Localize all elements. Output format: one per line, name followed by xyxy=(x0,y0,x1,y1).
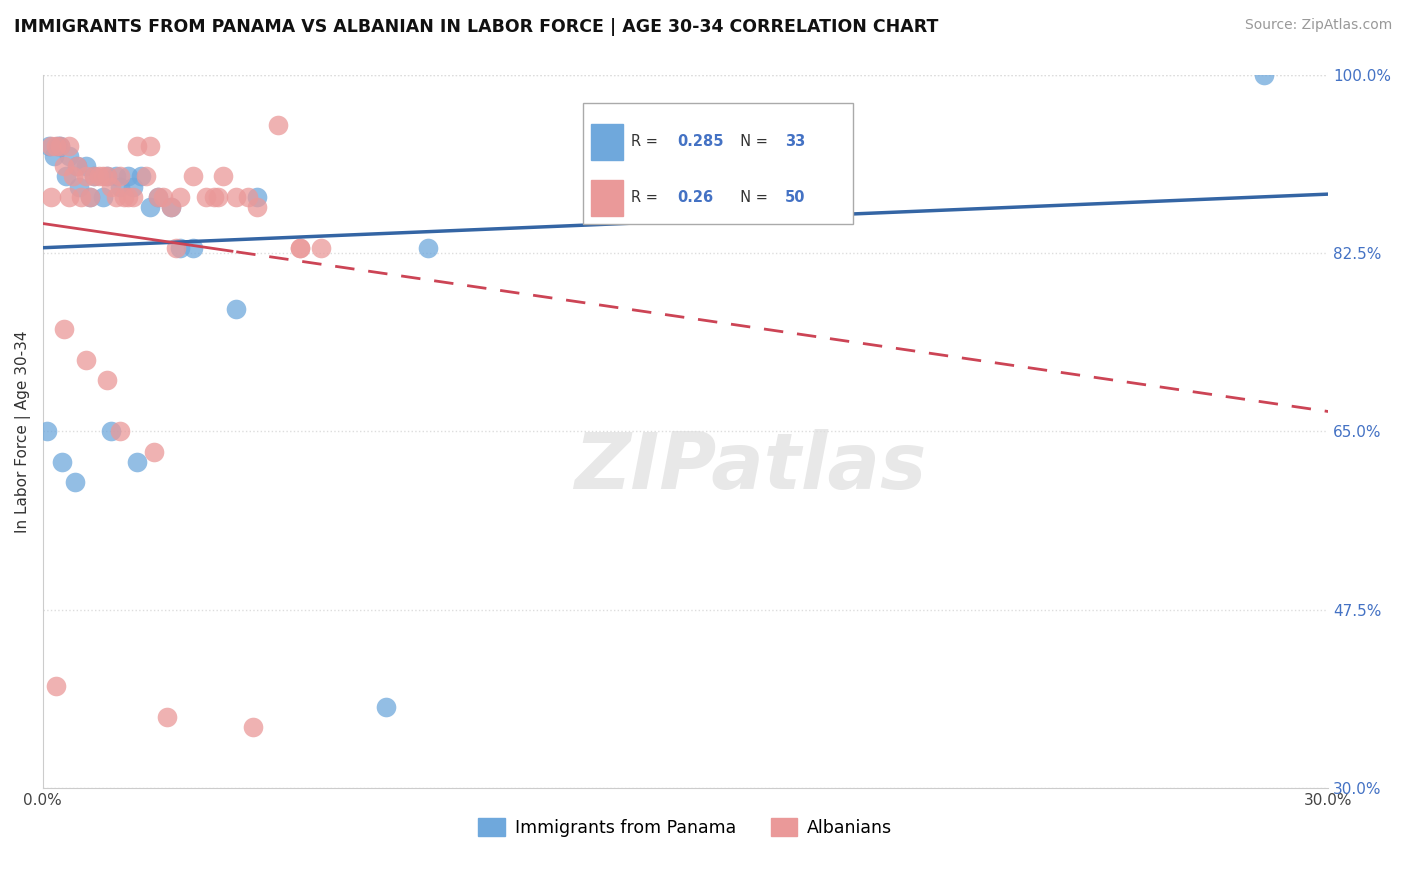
Point xyxy=(246,200,269,214)
Point xyxy=(38,139,60,153)
Point xyxy=(58,139,80,153)
Point xyxy=(70,190,93,204)
Point xyxy=(288,241,311,255)
Point xyxy=(156,710,179,724)
Point xyxy=(96,373,118,387)
Point xyxy=(108,169,131,184)
Y-axis label: In Labor Force | Age 30-34: In Labor Force | Age 30-34 xyxy=(15,330,31,533)
Point xyxy=(41,139,63,153)
Point xyxy=(117,169,139,184)
Point xyxy=(58,149,80,163)
Point xyxy=(51,455,73,469)
Point xyxy=(67,179,90,194)
Point xyxy=(194,190,217,204)
Point xyxy=(91,169,114,184)
Point xyxy=(83,169,105,184)
Point xyxy=(160,200,183,214)
Point xyxy=(139,139,162,153)
Text: Source: ZipAtlas.com: Source: ZipAtlas.com xyxy=(1244,18,1392,32)
Point xyxy=(79,190,101,204)
Point xyxy=(100,425,122,439)
Point xyxy=(374,699,396,714)
Point xyxy=(160,200,183,214)
Point xyxy=(46,139,69,153)
Point xyxy=(41,190,63,204)
Point xyxy=(311,241,333,255)
Point xyxy=(418,241,440,255)
Point xyxy=(53,322,76,336)
Point xyxy=(75,169,97,184)
Point xyxy=(131,169,153,184)
Point xyxy=(66,159,89,173)
Point xyxy=(148,190,170,204)
Point xyxy=(58,190,80,204)
Point xyxy=(100,179,122,194)
Point xyxy=(152,190,174,204)
Point xyxy=(202,190,225,204)
Point xyxy=(143,444,166,458)
Point xyxy=(125,139,148,153)
Point xyxy=(112,190,135,204)
Point xyxy=(108,425,131,439)
Point xyxy=(79,190,101,204)
Point xyxy=(117,190,139,204)
Point xyxy=(1253,68,1275,82)
Point xyxy=(181,169,204,184)
Point xyxy=(104,169,127,184)
Point xyxy=(55,169,77,184)
Point xyxy=(96,169,118,184)
Legend: Immigrants from Panama, Albanians: Immigrants from Panama, Albanians xyxy=(471,811,900,844)
Point xyxy=(288,241,311,255)
Point xyxy=(238,190,260,204)
Point xyxy=(35,425,58,439)
Point xyxy=(169,190,191,204)
Point xyxy=(139,200,162,214)
Point xyxy=(267,119,290,133)
Point xyxy=(104,190,127,204)
Point xyxy=(75,159,97,173)
Point xyxy=(246,190,269,204)
Point xyxy=(125,455,148,469)
Text: IMMIGRANTS FROM PANAMA VS ALBANIAN IN LABOR FORCE | AGE 30-34 CORRELATION CHART: IMMIGRANTS FROM PANAMA VS ALBANIAN IN LA… xyxy=(14,18,938,36)
Point xyxy=(63,475,86,490)
Point xyxy=(211,169,233,184)
Point xyxy=(45,139,67,153)
Point xyxy=(91,190,114,204)
Point xyxy=(53,159,76,173)
Point xyxy=(121,190,143,204)
Point xyxy=(75,353,97,368)
Point xyxy=(121,179,143,194)
Point xyxy=(87,169,110,184)
Point xyxy=(49,139,72,153)
Point xyxy=(62,169,84,184)
Point xyxy=(96,169,118,184)
Point xyxy=(66,159,89,173)
Point xyxy=(225,301,247,316)
Point xyxy=(49,139,72,153)
Point xyxy=(42,149,65,163)
Point xyxy=(181,241,204,255)
Point xyxy=(148,190,170,204)
Point xyxy=(135,169,157,184)
Point xyxy=(225,190,247,204)
Point xyxy=(83,169,105,184)
Point xyxy=(165,241,187,255)
Point xyxy=(108,179,131,194)
Point xyxy=(207,190,229,204)
Point xyxy=(45,679,67,693)
Text: ZIPatlas: ZIPatlas xyxy=(574,429,927,505)
Point xyxy=(169,241,191,255)
Point xyxy=(242,720,264,734)
